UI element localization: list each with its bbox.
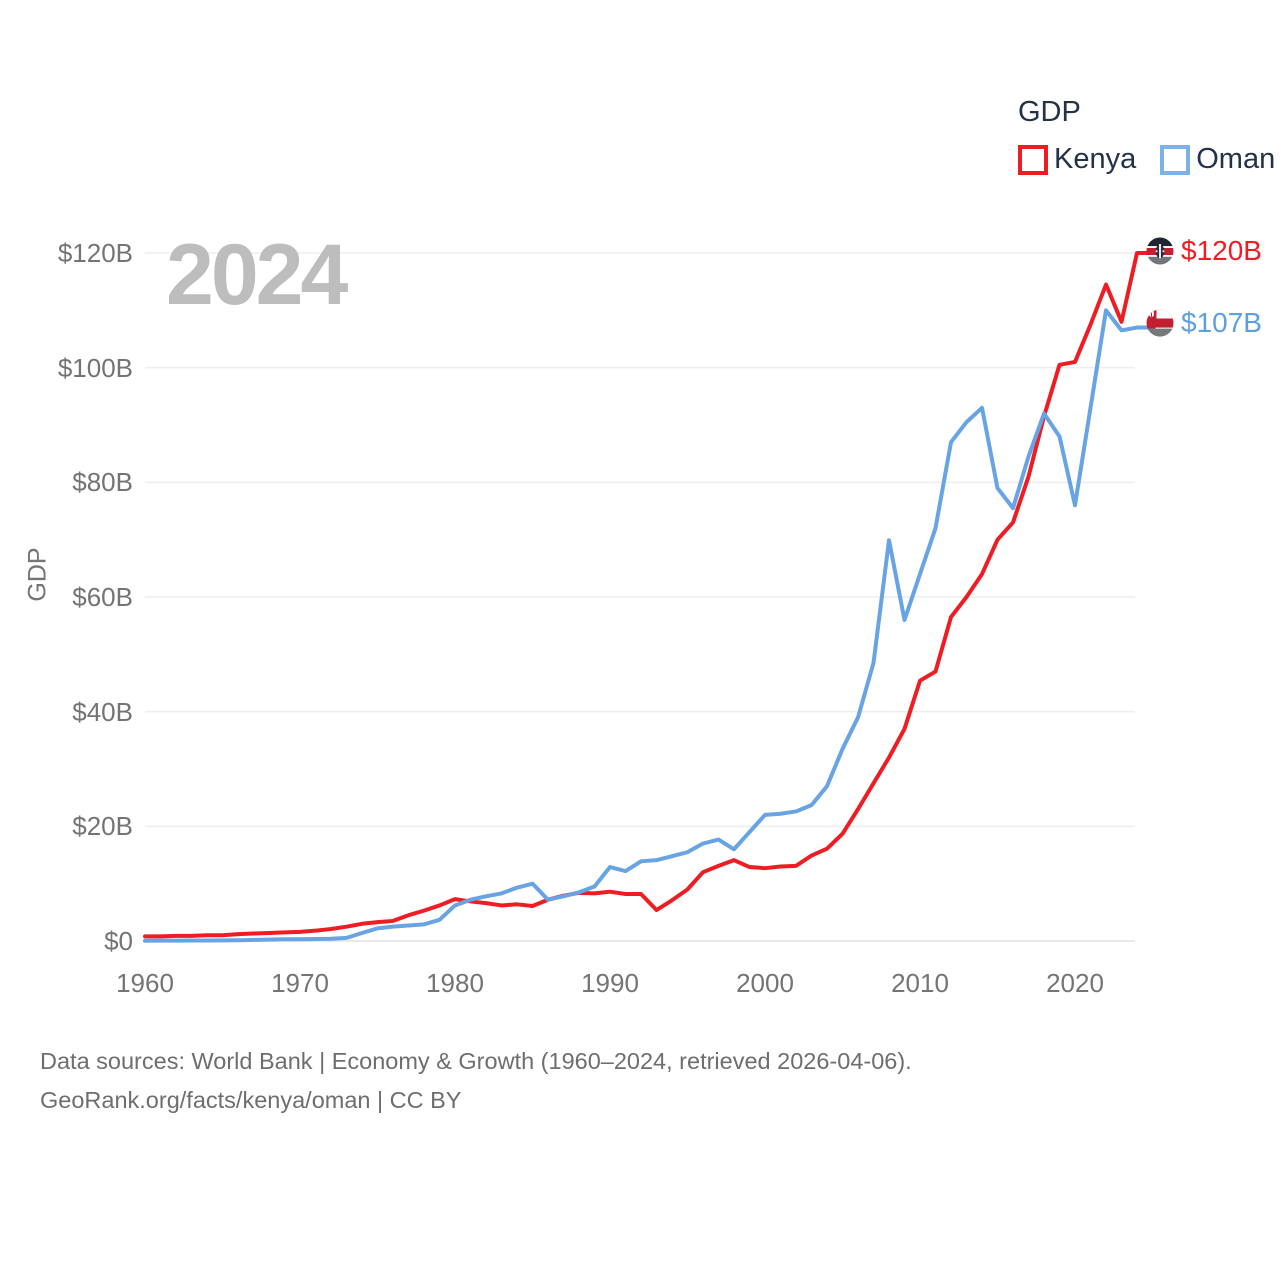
data-source-footer: Data sources: World Bank | Economy & Gro… (40, 1042, 912, 1120)
legend-label-oman: Oman (1196, 143, 1276, 175)
x-tick-label: 1990 (581, 968, 639, 998)
kenya-end-value: $120B (1181, 235, 1262, 266)
oman-end-label: $107B (1146, 308, 1262, 338)
kenya-swatch-icon (1018, 144, 1048, 175)
kenya-flag-icon (1146, 237, 1174, 265)
y-tick-label: $60B (72, 582, 133, 612)
x-tick-label: 1970 (271, 968, 329, 998)
x-tick-label: 1960 (116, 968, 174, 998)
data-source-line: Data sources: World Bank | Economy & Gro… (40, 1048, 912, 1074)
y-tick-label: $20B (72, 811, 133, 842)
oman-swatch-icon (1160, 144, 1191, 175)
x-tick-label: 2010 (891, 968, 949, 998)
legend-item-kenya[interactable]: Kenya (1018, 143, 1136, 176)
legend-title: GDP (1018, 96, 1081, 128)
oman-end-value: $107B (1181, 307, 1262, 338)
x-tick-label: 1980 (426, 968, 484, 998)
y-tick-label: $80B (72, 467, 133, 498)
x-tick-label: 2020 (1046, 968, 1104, 998)
attribution-line: GeoRank.org/facts/kenya/oman | CC BY (40, 1087, 462, 1113)
oman-flag-icon (1146, 309, 1174, 337)
legend-label-kenya: Kenya (1054, 143, 1137, 175)
year-watermark: 2024 (166, 227, 348, 323)
y-tick-label: $40B (72, 696, 133, 727)
y-tick-label: $120B (57, 238, 133, 268)
y-axis-title: GDP (23, 547, 52, 602)
legend: GDP Kenya Oman (1018, 96, 1275, 176)
kenya-end-label: $120B (1146, 236, 1262, 266)
legend-item-oman[interactable]: Oman (1160, 143, 1275, 176)
y-tick-label: $0 (104, 926, 133, 956)
legend-row: Kenya Oman (1018, 143, 1275, 176)
x-tick-label: 2000 (736, 968, 794, 998)
y-tick-label: $100B (57, 352, 133, 383)
